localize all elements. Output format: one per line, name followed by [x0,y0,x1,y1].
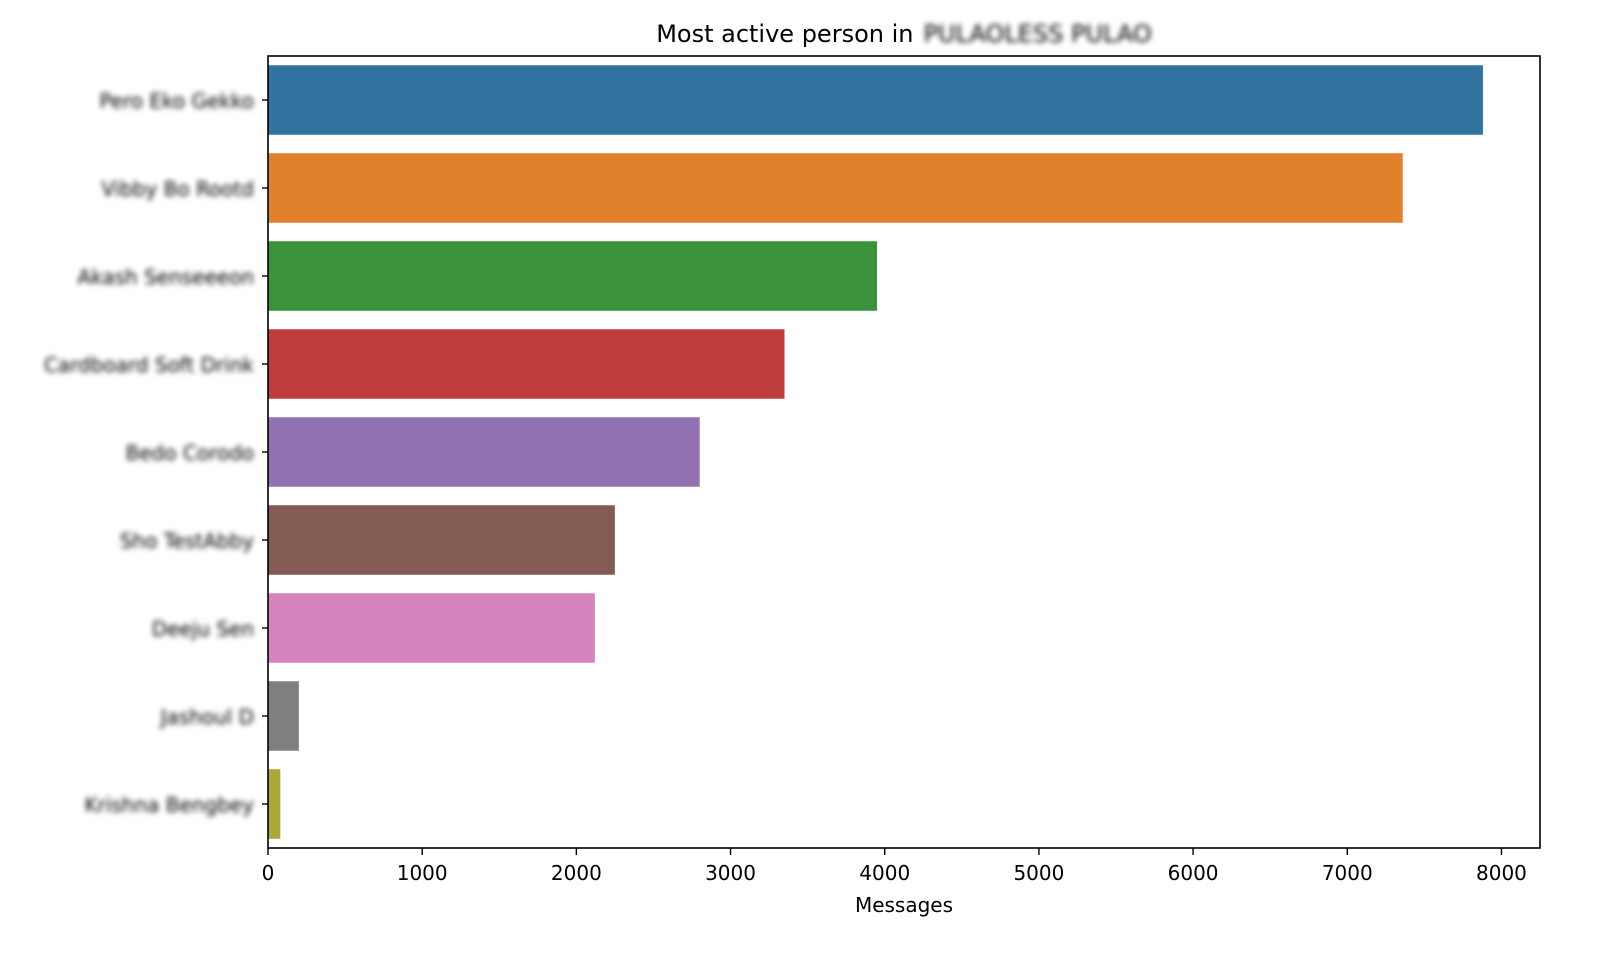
bar [268,593,595,663]
y-tick-label: Sho TestAbby [120,529,254,553]
y-tick-label: Krishna Bengbey [84,793,254,817]
bar [268,505,615,575]
x-tick-label: 0 [262,861,275,885]
bar [268,329,785,399]
x-tick-label: 8000 [1476,861,1527,885]
bar [268,241,878,311]
plot-frame [267,55,1541,849]
plot-area [268,65,1483,839]
bar [268,65,1483,135]
x-axis-label: Messages [855,893,953,917]
y-tick-label: Vibby Bo Rootd [101,177,254,201]
y-tick-label: Akash Senseeeon [77,265,254,289]
x-tick-label: 7000 [1322,861,1373,885]
bar [268,681,299,751]
bar [268,153,1403,223]
y-tick-label: Jashoul D [159,705,254,729]
x-tick-label: 6000 [1168,861,1219,885]
y-axis: Pero Eko Gekko Vibby Bo Rootd Akash Sensee… [44,89,268,817]
y-tick-label: Pero Eko Gekko [99,89,254,113]
x-tick-label: 2000 [551,861,602,885]
x-tick-label: 3000 [705,861,756,885]
chart-title-text: Most active person in [656,20,913,48]
y-tick-label: Cardboard Soft Drink [44,353,255,377]
x-tick-label: 4000 [859,861,910,885]
bar [268,417,700,487]
chart-title: Most active person in PULAOLESS PULAO [656,20,1152,48]
x-tick-label: 1000 [397,861,448,885]
y-tick-label: Deeju Sen [152,617,254,641]
x-tick-label: 5000 [1013,861,1064,885]
chart-title-redacted-name: PULAOLESS PULAO [923,20,1151,48]
bar [268,769,281,839]
x-axis: 0 1000 2000 3000 4000 5000 6000 7000 8000 [262,848,1527,885]
y-tick-label: Bedo Corodo [126,441,254,465]
